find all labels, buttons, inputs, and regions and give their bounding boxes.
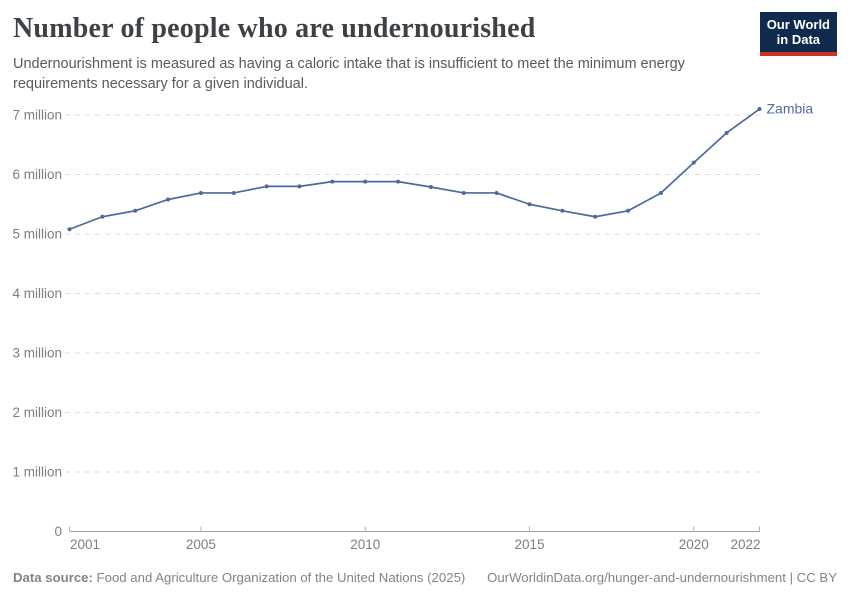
- data-point: [133, 208, 138, 213]
- y-tick-label: 6 million: [12, 167, 62, 182]
- data-point: [461, 190, 466, 195]
- data-point: [757, 107, 762, 112]
- y-tick-label: 3 million: [12, 346, 62, 361]
- chart-footer: Data source: Food and Agriculture Organi…: [13, 570, 837, 586]
- data-point: [100, 214, 105, 219]
- x-tick-label: 2022: [730, 537, 760, 552]
- data-point: [658, 190, 663, 195]
- x-tick-label: 2005: [186, 537, 216, 552]
- data-point: [198, 190, 203, 195]
- y-tick-label: 4 million: [12, 286, 62, 301]
- data-point: [264, 184, 269, 189]
- data-point: [626, 208, 631, 213]
- owid-logo[interactable]: Our World in Data: [759, 12, 837, 56]
- data-source-text: Food and Agriculture Organization of the…: [92, 570, 466, 585]
- y-tick-label: 5 million: [12, 227, 62, 242]
- data-point: [527, 202, 532, 207]
- x-tick-label: 2001: [70, 537, 100, 552]
- y-tick-label: 0: [54, 524, 62, 539]
- data-point: [494, 190, 499, 195]
- data-point: [428, 184, 433, 189]
- chart-subtitle: Undernourishment is measured as having a…: [13, 56, 685, 92]
- data-point: [330, 179, 335, 184]
- x-tick-label: 2015: [514, 537, 544, 552]
- data-point: [166, 197, 171, 202]
- data-point: [560, 208, 565, 213]
- entity-label: Zambia: [767, 101, 814, 117]
- data-source-label: Data source:: [13, 570, 93, 585]
- data-point: [297, 184, 302, 189]
- owid-citation-link[interactable]: OurWorldinData.org/hunger-and-undernouri…: [487, 570, 837, 585]
- data-point: [691, 160, 696, 165]
- data-point: [724, 130, 729, 135]
- y-tick-label: 2 million: [12, 405, 62, 420]
- y-tick-label: 1 million: [12, 465, 62, 480]
- owid-logo-line1: Our World: [766, 17, 830, 32]
- page-title: Number of people who are undernourished: [13, 13, 536, 44]
- x-tick-label: 2010: [350, 537, 380, 552]
- y-tick-label: 7 million: [12, 108, 62, 123]
- data-source: Data source: Food and Agriculture Organi…: [13, 570, 465, 586]
- owid-logo-line2: in Data: [776, 32, 821, 47]
- data-point: [396, 179, 401, 184]
- data-point: [593, 214, 598, 219]
- series-line: [68, 108, 761, 231]
- data-point: [67, 227, 72, 232]
- x-tick-label: 2020: [679, 537, 709, 552]
- data-point: [231, 190, 236, 195]
- chart-header: Number of people who are undernourished …: [13, 13, 718, 94]
- data-point: [363, 179, 368, 184]
